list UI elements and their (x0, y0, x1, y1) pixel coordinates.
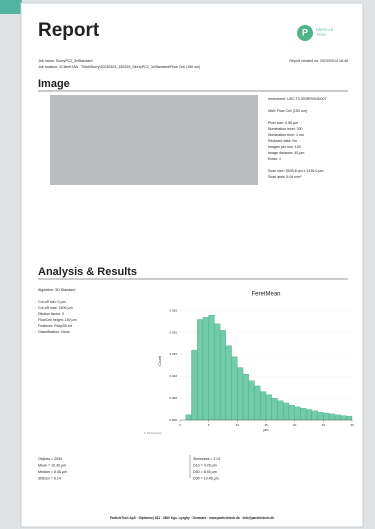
bar (318, 412, 324, 420)
bar (243, 374, 249, 420)
logo-letter: P (302, 27, 308, 37)
bar (220, 330, 226, 420)
bar (209, 315, 215, 420)
info-line: Scan area: 5.04 mm² (268, 175, 302, 179)
stat-line: StdDev = 6.14 (38, 476, 61, 480)
bar (335, 415, 341, 420)
chart-note: Σ Particles/µl (144, 431, 162, 435)
stat-line: D10 = 4.78 µm (193, 463, 217, 467)
x-axis-label: µm (263, 428, 268, 432)
bar (283, 403, 289, 420)
info-line: Dilution factor: 0 (38, 312, 64, 316)
section-heading: Analysis & Results (38, 266, 137, 278)
y-tick-label: 0.015 (169, 352, 177, 356)
info-line: Illumination time: 1 ms (268, 133, 304, 137)
bar (266, 395, 272, 420)
info-line: Classification: None (38, 330, 70, 334)
info-line: Instrument: USC.T3.003RR004D007 (268, 97, 327, 101)
y-tick-label: 0.005 (169, 396, 177, 400)
info-line: Rows: 1 (268, 157, 281, 161)
info-line: Image distance: 45 µm (268, 151, 304, 155)
info-line: Cut-off min: 0 µm (38, 300, 66, 304)
x-tick-label: 30 (350, 423, 354, 427)
footer: ParticleTech ApS · Diplomvej 381 · 2800 … (110, 516, 274, 520)
bar (255, 386, 261, 420)
section-heading: Image (38, 78, 70, 90)
logo-text: TECH (316, 33, 326, 37)
scan-image (50, 95, 258, 185)
info-line: Well: Flow Cell (150 um) (268, 109, 307, 113)
x-tick-label: 20 (293, 423, 297, 427)
info-line: Scan size: 5539.8 µm x 1436.0 µm (268, 169, 323, 173)
bar (323, 413, 329, 420)
bar (277, 401, 283, 420)
logo-text: PARTICLE (316, 28, 334, 32)
bar (300, 408, 306, 420)
info-line: Illumination level: 300 (268, 127, 303, 131)
job-name: Job name: SlurryPC2_3xStandard (38, 59, 93, 63)
bar (329, 414, 335, 420)
bar (214, 324, 220, 420)
x-tick-label: 15 (264, 423, 268, 427)
info-line: Features: Rsbp3D.txt (38, 324, 72, 328)
stat-line: Median = 8.45 µm (38, 470, 67, 474)
bar (203, 317, 209, 420)
bar (295, 407, 301, 420)
bar (249, 381, 255, 420)
bar (197, 319, 203, 420)
stat-line: Mean = 10.30 µm (38, 463, 66, 467)
x-tick-label: 25 (322, 423, 326, 427)
bar (191, 350, 197, 420)
bar (306, 410, 312, 420)
bar (237, 368, 243, 420)
y-axis-label: Count (158, 356, 162, 366)
bar (289, 405, 295, 420)
bar (312, 411, 318, 420)
stat-line: D90 = 19.46 µm (193, 476, 219, 480)
stat-line: D50 = 8.45 µm (193, 470, 217, 474)
y-tick-label: 0.020 (169, 330, 177, 334)
bar (186, 415, 192, 420)
report-date: Report created on: 2023/03/14 16:48 (289, 59, 348, 63)
stat-line: Objects = 2530 (38, 457, 62, 461)
y-tick-label: 0.010 (169, 374, 177, 378)
x-tick-label: 10 (236, 423, 240, 427)
report-page: Report P PARTICLE TECH Job name: SlurryP… (0, 0, 375, 529)
info-line: Algorithm: 3D Standard (38, 288, 75, 292)
info-line: Images per row: 100 (268, 145, 301, 149)
y-tick-label: 0.025 (169, 309, 177, 313)
info-line: Pixel size: 0.56 µm (268, 121, 298, 125)
chart-title: FeretMean (251, 292, 280, 298)
title: Report (38, 20, 100, 41)
stat-line: Skewness = 1.01 (193, 457, 220, 461)
info-line: Cut-off max: 1500 µm (38, 306, 73, 310)
info-line: FlowCell height: 150 µm (38, 318, 77, 322)
bar (341, 416, 347, 420)
bar (226, 346, 232, 420)
bar (260, 392, 266, 420)
bar (346, 416, 352, 420)
bar (232, 357, 238, 420)
corner-accent (0, 0, 22, 14)
y-tick-label: 0.000 (169, 418, 177, 422)
job-location: Job location: \\Client\TAA - Tl\Int\Slur… (38, 65, 200, 69)
info-line: Reduced data: No (268, 139, 297, 143)
page: {"header": {"title": "Report", "logo": [… (0, 0, 375, 529)
bar (272, 398, 278, 420)
